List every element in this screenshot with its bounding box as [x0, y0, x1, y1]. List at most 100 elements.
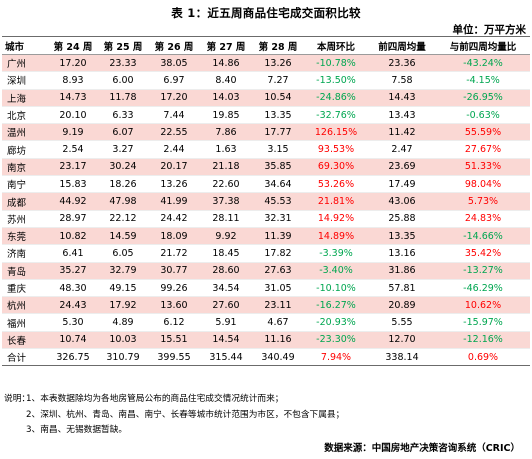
total-week-24: 326.75	[48, 348, 98, 367]
cell-week-26: 6.97	[148, 71, 200, 90]
table-row: 南宁 15.83 18.26 13.26 22.60 34.64 53.26% 17.49 98…	[2, 175, 530, 194]
cell-week-26: 17.20	[148, 89, 200, 107]
cell-vs-avg: 24.83%	[436, 210, 530, 228]
cell-vs-avg: 98.04%	[436, 175, 530, 194]
cell-vs-avg: -26.95%	[436, 89, 530, 107]
cell-four-week-avg: 23.69	[368, 158, 436, 177]
cell-week-24: 28.97	[48, 210, 98, 228]
cell-vs-avg: -4.15%	[436, 71, 530, 90]
cell-vs-avg: 10.62%	[436, 296, 530, 315]
cell-city: 东莞	[2, 227, 48, 246]
cell-wow-change: -13.50%	[304, 71, 368, 90]
notes: 说明：1、本表数据除均为各地房管局公布的商品住宅成交情况统计而来； 2、深圳、杭…	[4, 392, 528, 439]
cell-city: 南宁	[2, 175, 48, 194]
cell-vs-avg: 51.33%	[436, 158, 530, 177]
cell-wow-change: 14.89%	[304, 227, 368, 246]
table-row: 福州 5.30 4.89 6.12 5.91 4.67 -20.93% 5.55 -15.97%	[2, 313, 530, 332]
cell-city: 上海	[2, 89, 48, 107]
table-row: 苏州 28.97 22.12 24.42 28.11 32.31 14.92% 25.88 24…	[2, 210, 530, 228]
cell-week-25: 17.92	[98, 296, 148, 315]
header-week-28: 第 28 周	[252, 36, 304, 55]
cell-week-28: 45.53	[252, 192, 304, 211]
cell-week-26: 18.09	[148, 227, 200, 246]
cell-four-week-avg: 23.36	[368, 54, 436, 73]
total-wow-change: 7.94%	[304, 348, 368, 367]
header-week-24: 第 24 周	[48, 36, 98, 55]
cell-week-24: 20.10	[48, 106, 98, 125]
cell-week-28: 17.82	[252, 244, 304, 263]
cell-week-24: 6.41	[48, 244, 98, 263]
cell-week-27: 28.11	[200, 210, 252, 228]
total-row: 合计 326.75 310.79 399.55 315.44 340.49 7.…	[2, 348, 530, 367]
cell-week-24: 44.92	[48, 192, 98, 211]
cell-city: 北京	[2, 106, 48, 125]
cell-week-28: 13.35	[252, 106, 304, 125]
cell-week-28: 7.27	[252, 71, 304, 90]
cell-wow-change: -20.93%	[304, 313, 368, 332]
cell-week-24: 10.74	[48, 331, 98, 350]
total-label: 合计	[2, 348, 48, 367]
table-row: 东莞 10.82 14.59 18.09 9.92 11.39 14.89% 13.35 -14…	[2, 227, 530, 246]
cell-week-27: 27.60	[200, 296, 252, 315]
note-3-text: 3、南昌、无锡数据暂缺。	[26, 425, 128, 436]
cell-week-28: 4.67	[252, 313, 304, 332]
cell-week-25: 47.98	[98, 192, 148, 211]
cell-week-25: 30.24	[98, 158, 148, 177]
cell-week-25: 14.59	[98, 227, 148, 246]
cell-week-27: 9.92	[200, 227, 252, 246]
cell-four-week-avg: 57.81	[368, 279, 436, 298]
cell-week-28: 11.16	[252, 331, 304, 350]
cell-week-26: 24.42	[148, 210, 200, 228]
cell-wow-change: 126.15%	[304, 123, 368, 142]
cell-city: 重庆	[2, 279, 48, 298]
table-row: 济南 6.41 6.05 21.72 18.45 17.82 -3.39% 13.16 35.4…	[2, 244, 530, 263]
cell-week-26: 38.05	[148, 54, 200, 73]
cell-week-27: 14.54	[200, 331, 252, 350]
cell-week-25: 11.78	[98, 89, 148, 107]
cell-wow-change: -10.10%	[304, 279, 368, 298]
cell-wow-change: -23.30%	[304, 331, 368, 350]
cell-week-27: 7.86	[200, 123, 252, 142]
cell-week-28: 31.05	[252, 279, 304, 298]
note-2-text: 2、深圳、杭州、青岛、南昌、南宁、长春等城市统计范围为市区，不包含下属县；	[26, 409, 345, 420]
total-week-25: 310.79	[98, 348, 148, 367]
cell-vs-avg: -15.97%	[436, 313, 530, 332]
cell-week-24: 8.93	[48, 71, 98, 90]
cell-vs-avg: -14.66%	[436, 227, 530, 246]
table-row: 北京 20.10 6.33 7.44 19.85 13.35 -32.76% 13.43 -0.…	[2, 106, 530, 125]
cell-week-24: 2.54	[48, 140, 98, 159]
cell-week-25: 32.79	[98, 262, 148, 280]
cell-week-28: 3.15	[252, 140, 304, 159]
cell-week-26: 15.51	[148, 331, 200, 350]
cell-week-26: 21.72	[148, 244, 200, 263]
cell-week-27: 5.91	[200, 313, 252, 332]
cell-week-26: 13.60	[148, 296, 200, 315]
cell-city: 济南	[2, 244, 48, 263]
cell-city: 温州	[2, 123, 48, 142]
table-row: 重庆 48.30 49.15 99.26 34.54 31.05 -10.10% 57.81-…	[2, 279, 530, 298]
table-row: 广州 17.20 23.33 38.05 14.86 13.26 -10.78% 23.36-…	[2, 54, 530, 73]
cell-four-week-avg: 20.89	[368, 296, 436, 315]
cell-week-27: 19.85	[200, 106, 252, 125]
cell-wow-change: -16.27%	[304, 296, 368, 315]
cell-week-27: 21.18	[200, 158, 252, 177]
cell-four-week-avg: 14.43	[368, 89, 436, 107]
header-wow-change: 本周环比	[304, 36, 368, 55]
cell-vs-avg: -43.24%	[436, 54, 530, 73]
cell-wow-change: 93.53%	[304, 140, 368, 159]
cell-city: 成都	[2, 192, 48, 211]
header-four-week-avg: 前四周均量	[368, 36, 436, 55]
table-row: 深圳 8.93 6.00 6.97 8.40 7.27 -13.50% 7.58 -4.15%	[2, 71, 530, 90]
total-week-27: 315.44	[200, 348, 252, 367]
cell-week-24: 14.73	[48, 89, 98, 107]
cell-week-26: 6.12	[148, 313, 200, 332]
cell-week-24: 15.83	[48, 175, 98, 194]
cell-city: 杭州	[2, 296, 48, 315]
cell-city: 福州	[2, 313, 48, 332]
cell-week-27: 1.63	[200, 140, 252, 159]
cell-wow-change: -32.76%	[304, 106, 368, 125]
cell-four-week-avg: 11.42	[368, 123, 436, 142]
cell-wow-change: -3.39%	[304, 244, 368, 263]
header-week-26: 第 26 周	[148, 36, 200, 55]
cell-four-week-avg: 43.06	[368, 192, 436, 211]
